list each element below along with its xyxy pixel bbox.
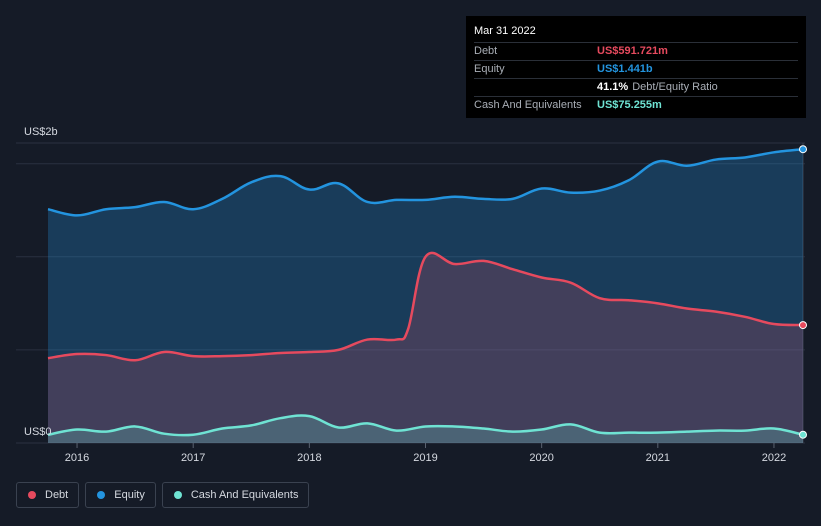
tooltip-ratio-label — [474, 79, 597, 96]
debt-line — [47, 251, 804, 362]
legend-equity-label: Equity — [114, 489, 145, 501]
legend-debt-label: Debt — [45, 489, 69, 501]
cash-and-equivalents-line — [47, 414, 804, 437]
x-tick-label: 2019 — [413, 452, 437, 464]
legend-item-equity[interactable]: Equity — [85, 482, 156, 508]
equity-dot-icon — [97, 491, 106, 499]
x-tick-label: 2016 — [65, 452, 89, 464]
cash-and-equivalents-area — [48, 415, 803, 443]
legend-item-cash[interactable]: Cash And Equivalents — [161, 482, 310, 508]
y-axis-top-label: US$2b — [24, 126, 58, 138]
equity-endpoint — [799, 145, 807, 154]
x-tick-label: 2022 — [762, 452, 786, 464]
plot-background — [16, 143, 805, 443]
debt-endpoint — [799, 321, 807, 330]
tooltip-row-debt: Debt US$591.721m — [474, 42, 798, 60]
debt-dot-icon — [28, 491, 36, 499]
x-tick-label: 2020 — [529, 452, 553, 464]
legend-item-debt[interactable]: Debt — [16, 482, 80, 508]
equity-line — [47, 147, 804, 217]
series-endpoints — [799, 145, 807, 439]
tooltip-date: Mar 31 2022 — [474, 25, 536, 37]
tooltip-row-equity: Equity US$1.441b — [474, 60, 798, 78]
series-lines — [47, 147, 804, 437]
tooltip-ratio-value: 41.1% — [597, 81, 629, 93]
chart-legend: Debt Equity Cash And Equivalents — [16, 482, 310, 508]
tooltip-row-ratio: 41.1% Debt/Equity Ratio — [474, 78, 798, 96]
cash-dot-icon — [173, 491, 182, 499]
x-axis-ticks: 2016 2017 2018 2019 2020 2021 2022 — [65, 443, 786, 464]
data-tooltip: Mar 31 2022 Debt US$591.721m Equity US$1… — [466, 16, 806, 118]
legend-cash-label: Cash And Equivalents — [190, 489, 299, 501]
grid-lines — [16, 142, 805, 444]
y-axis-bottom-label: US$0 — [24, 426, 52, 438]
tooltip-equity-label: Equity — [474, 63, 505, 75]
tooltip-debt-value: US$591.721m — [597, 45, 668, 57]
tooltip-row-cash: Cash And Equivalents US$75.255m — [474, 96, 798, 114]
tooltip-debt-label: Debt — [474, 45, 498, 57]
x-tick-label: 2018 — [297, 452, 321, 464]
cash-and-equivalents-endpoint — [799, 430, 807, 439]
tooltip-equity-value: US$1.441b — [597, 63, 653, 75]
equity-area — [48, 149, 803, 443]
x-tick-label: 2017 — [181, 452, 205, 464]
tooltip-cash-value: US$75.255m — [597, 99, 662, 111]
x-tick-label: 2021 — [646, 452, 670, 464]
tooltip-cash-label: Cash And Equivalents — [474, 99, 582, 111]
tooltip-ratio-suffix: Debt/Equity Ratio — [632, 81, 718, 93]
